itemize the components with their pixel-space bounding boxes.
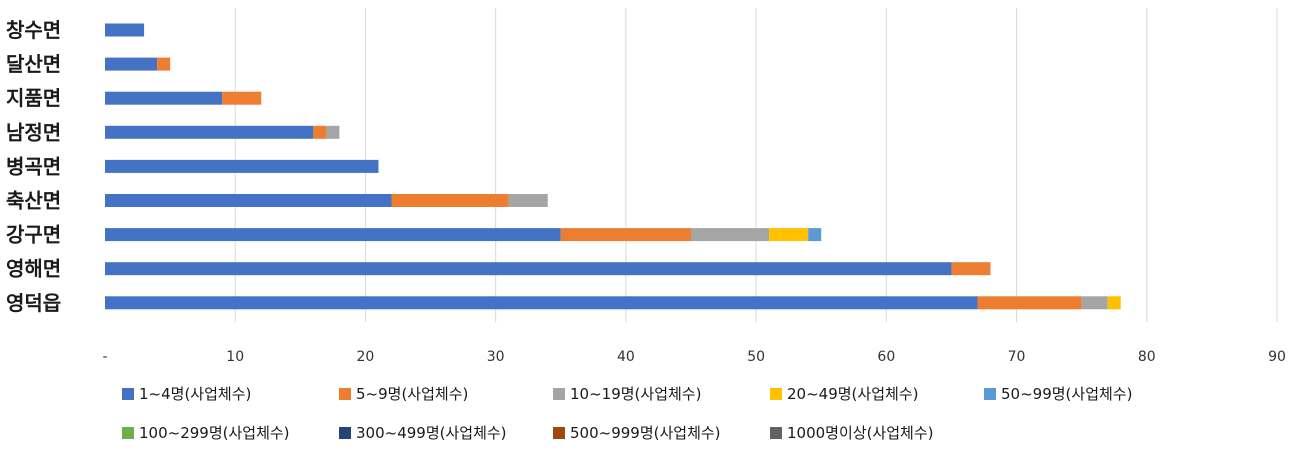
legend-label: 5~9명(사업체수): [356, 385, 468, 403]
x-tick-label: 10: [226, 349, 244, 365]
x-tick-label: 30: [487, 349, 505, 365]
legend-label: 20~49명(사업체수): [787, 385, 918, 403]
category-label: 지품면: [6, 86, 61, 110]
legend-label: 1~4명(사업체수): [139, 385, 251, 403]
bar-segment: [105, 91, 223, 105]
bar-segment: [105, 159, 379, 173]
category-label: 강구면: [6, 223, 61, 247]
bar-segment: [313, 125, 327, 139]
bar-segment: [1081, 296, 1108, 310]
bar-segment: [508, 194, 548, 207]
legend-label: 100~299명(사업체수): [139, 424, 290, 442]
category-label: 축산면: [6, 189, 61, 213]
bar-segment: [105, 262, 952, 276]
bar-segment: [222, 91, 262, 105]
bar-segment: [769, 228, 809, 242]
legend-label: 10~19명(사업체수): [570, 385, 701, 403]
category-label: 병곡면: [6, 154, 61, 178]
bar-segment: [326, 125, 340, 139]
x-tick-label: 20: [357, 349, 375, 365]
legend-label: 500~999명(사업체수): [570, 424, 721, 442]
bar-segment: [105, 194, 392, 207]
legend-swatch: [339, 388, 351, 400]
bar-segment: [105, 296, 978, 310]
bar-segment: [808, 228, 822, 242]
bar-segment: [391, 194, 509, 207]
x-tick-label: 40: [617, 349, 635, 365]
category-label: 달산면: [6, 52, 61, 76]
legend: 1~4명(사업체수) 5~9명(사업체수) 10~19명(사업체수) 20~49명(사…: [122, 385, 1132, 442]
legend-swatch: [553, 427, 565, 439]
bar-segment: [105, 125, 314, 139]
legend-swatch: [770, 427, 782, 439]
bars: [105, 23, 1121, 310]
legend-swatch: [339, 427, 351, 439]
legend-swatch: [553, 388, 565, 400]
x-tick-label: 50: [747, 349, 765, 365]
legend-label: 300~499명(사업체수): [356, 424, 507, 442]
legend-label: 50~99명(사업체수): [1001, 385, 1132, 403]
legend-swatch: [122, 427, 134, 439]
legend-swatch: [984, 388, 996, 400]
category-label: 영덕읍: [6, 291, 61, 315]
category-label: 창수면: [6, 18, 61, 42]
bar-segment: [951, 262, 991, 276]
x-tick-label: -: [102, 349, 107, 365]
bar-segment: [105, 228, 561, 242]
bar-segment: [105, 23, 145, 37]
x-tick-label: 90: [1268, 349, 1286, 365]
bar-segment: [1107, 296, 1121, 310]
category-label: 영해면: [6, 257, 61, 281]
x-tick-label: 80: [1138, 349, 1156, 365]
x-tick-label: 70: [1008, 349, 1026, 365]
bar-segment: [157, 57, 171, 71]
bar-segment: [560, 228, 691, 242]
legend-swatch: [122, 388, 134, 400]
bar-segment: [105, 57, 158, 71]
bar-segment: [691, 228, 770, 242]
legend-swatch: [770, 388, 782, 400]
category-label: 남정면: [6, 120, 61, 144]
legend-label: 1000명이상(사업체수): [787, 424, 933, 442]
gridlines: [234, 8, 1278, 322]
x-tick-label: 60: [877, 349, 895, 365]
bar-segment: [977, 296, 1082, 310]
x-axis-tick-labels: - 10 20 30 40 50 60 70 80 90: [102, 349, 1285, 365]
